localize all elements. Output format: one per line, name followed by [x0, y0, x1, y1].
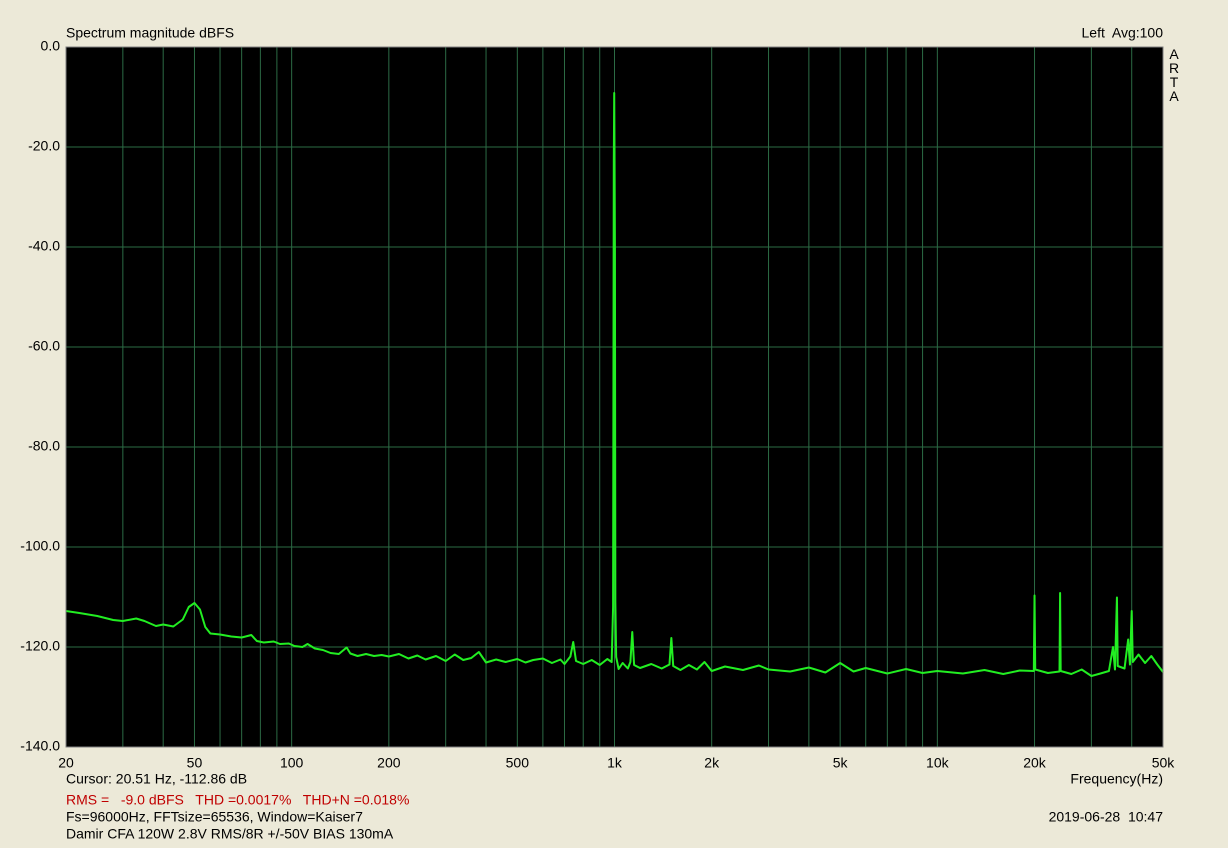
y-tick-label: -60.0 — [28, 338, 60, 354]
x-tick-label: 20k — [1023, 755, 1047, 771]
x-tick-label: 5k — [833, 755, 849, 771]
x-axis-label: Frequency(Hz) — [1070, 771, 1163, 787]
x-tick-label: 500 — [506, 755, 530, 771]
chart-title: Spectrum magnitude dBFS — [66, 25, 234, 41]
x-tick-label: 50k — [1152, 755, 1176, 771]
y-tick-label: -20.0 — [28, 138, 60, 154]
y-tick-label: -40.0 — [28, 238, 60, 254]
measurements: RMS = -9.0 dBFS THD =0.0017% THD+N =0.01… — [66, 792, 409, 808]
x-tick-label: 1k — [607, 755, 623, 771]
spectrum-line — [65, 92, 1164, 677]
info: Fs=96000Hz, FFTsize=65536, Window=Kaiser… — [66, 809, 363, 825]
cursor-readout: Cursor: 20.51 Hz, -112.86 dB — [66, 771, 247, 787]
y-tick-label: 0.0 — [41, 38, 61, 54]
y-tick-label: -120.0 — [20, 638, 60, 654]
date: 2019-06-28 10:47 — [1049, 809, 1164, 825]
y-tick-label: -100.0 — [20, 538, 60, 554]
x-tick-label: 2k — [704, 755, 720, 771]
y-tick-label: -140.0 — [20, 738, 60, 754]
y-tick-label: -80.0 — [28, 438, 60, 454]
channel-label: Left Avg:100 — [1082, 25, 1164, 41]
x-tick-label: 10k — [926, 755, 950, 771]
x-tick-label: 50 — [187, 755, 203, 771]
x-tick-label: 20 — [58, 755, 74, 771]
notes: Damir CFA 120W 2.8V RMS/8R +/-50V BIAS 1… — [66, 826, 394, 842]
plot-frame — [65, 46, 1164, 748]
x-tick-label: 100 — [280, 755, 304, 771]
brand: ARTA — [1169, 46, 1180, 104]
x-tick-label: 200 — [377, 755, 401, 771]
